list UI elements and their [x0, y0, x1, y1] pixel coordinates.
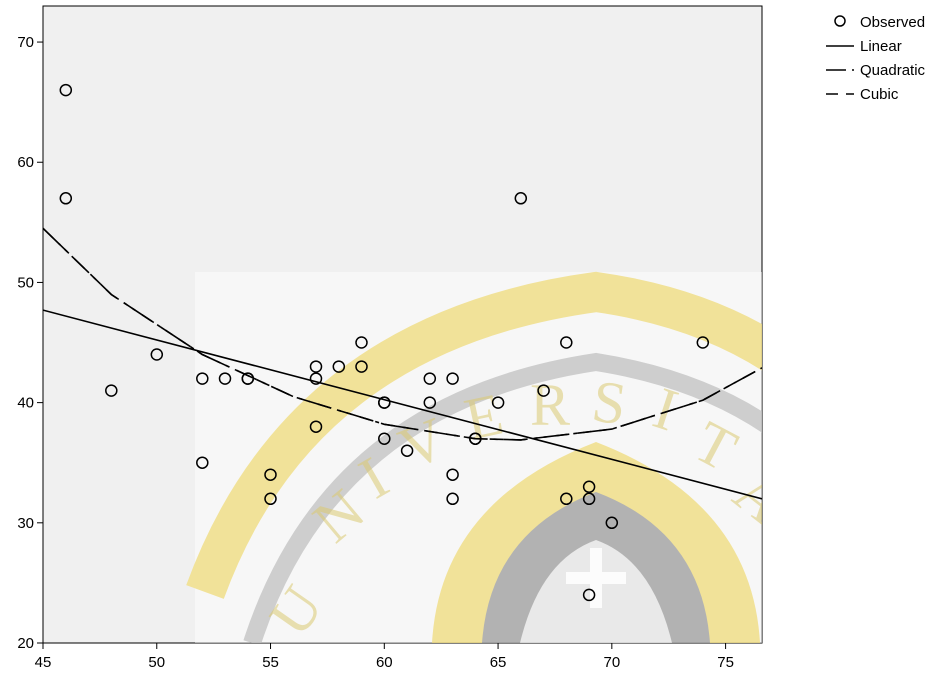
observed-point [423, 372, 437, 385]
fit-lines [43, 227, 762, 500]
observed-point [59, 83, 73, 97]
observed-point [696, 336, 710, 349]
linear-fit-line [43, 309, 762, 500]
observed-point [218, 372, 232, 385]
x-tick-label: 70 [603, 654, 620, 671]
legend: Observed Linear Quadratic Cubic [826, 14, 926, 103]
observed-point [446, 468, 459, 481]
observed-point [196, 372, 209, 385]
observed-point [332, 360, 346, 373]
observed-point [537, 384, 550, 397]
observed-point [105, 384, 118, 397]
observed-point [150, 348, 164, 361]
y-tick-label: 50 [17, 274, 34, 291]
observed-point [355, 360, 368, 373]
observed-point [582, 480, 596, 494]
observed-point [59, 192, 73, 205]
y-tick-label: 20 [17, 635, 34, 652]
y-axis: 20 30 40 50 60 70 [17, 34, 43, 652]
observed-point [446, 372, 459, 385]
legend-observed-label: Observed [860, 14, 925, 31]
x-tick-label: 50 [148, 654, 165, 671]
legend-quadratic-label: Quadratic [860, 62, 926, 79]
legend-observed-marker [834, 15, 846, 27]
observed-point [605, 516, 619, 530]
observed-point [560, 492, 573, 506]
watermark-logo: U N I V E R S I T A [186, 271, 762, 643]
y-tick-label: 60 [17, 154, 34, 171]
observed-point [309, 360, 323, 373]
x-tick-label: 60 [376, 654, 393, 671]
observed-point [309, 420, 323, 433]
observed-point [582, 588, 596, 602]
y-tick-label: 30 [17, 515, 34, 532]
observed-point [514, 192, 528, 205]
svg-text:R: R [530, 372, 570, 438]
x-tick-label: 75 [717, 654, 734, 671]
observed-point [309, 372, 323, 385]
observed-point [355, 336, 368, 349]
observed-point [423, 396, 437, 409]
observed-point [241, 372, 255, 385]
observed-points [59, 83, 710, 602]
observed-point [446, 492, 459, 506]
observed-point [378, 432, 391, 445]
legend-cubic-label: Cubic [860, 86, 899, 103]
observed-point [264, 468, 277, 481]
x-tick-label: 65 [490, 654, 507, 671]
observed-point [491, 396, 505, 409]
y-tick-label: 70 [17, 34, 34, 51]
y-tick-label: 40 [17, 395, 34, 412]
observed-point [196, 456, 209, 469]
observed-point [264, 492, 277, 506]
observed-point [400, 444, 414, 457]
observed-point [560, 336, 573, 349]
x-axis: 45 50 55 60 65 70 75 [35, 643, 734, 671]
cubic-fit-line [43, 227, 762, 441]
legend-linear-label: Linear [860, 38, 902, 55]
x-tick-label: 55 [262, 654, 279, 671]
observed-point [469, 432, 482, 445]
observed-point [378, 396, 391, 409]
x-tick-label: 45 [35, 654, 52, 671]
observed-point [582, 492, 596, 506]
